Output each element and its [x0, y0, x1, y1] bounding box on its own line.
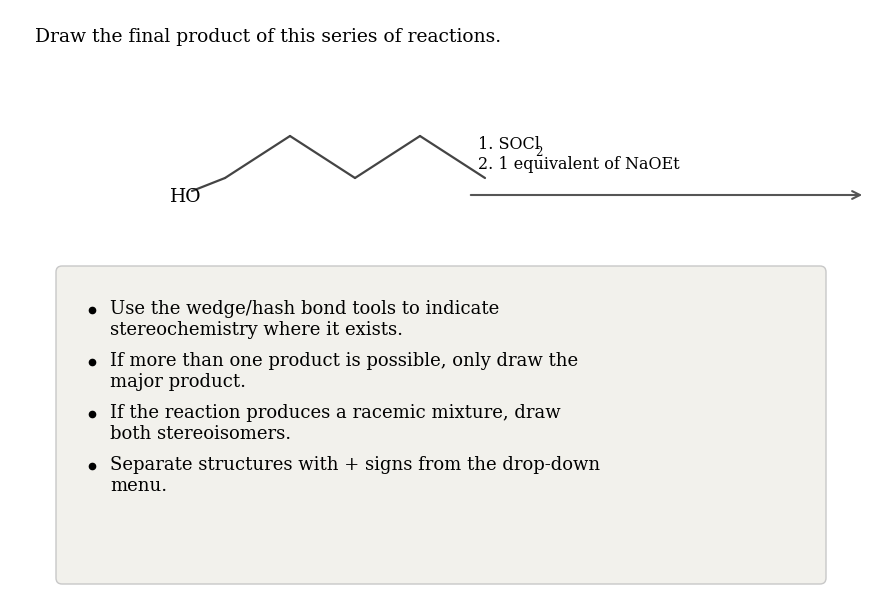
- Text: Separate structures with + signs from the drop-down: Separate structures with + signs from th…: [110, 456, 600, 474]
- Text: major product.: major product.: [110, 373, 246, 391]
- Text: If the reaction produces a racemic mixture, draw: If the reaction produces a racemic mixtu…: [110, 404, 560, 422]
- Text: If more than one product is possible, only draw the: If more than one product is possible, on…: [110, 352, 577, 370]
- Text: menu.: menu.: [110, 477, 167, 495]
- Text: 2: 2: [534, 146, 542, 159]
- Text: Use the wedge/hash bond tools to indicate: Use the wedge/hash bond tools to indicat…: [110, 300, 499, 318]
- Text: stereochemistry where it exists.: stereochemistry where it exists.: [110, 321, 403, 339]
- FancyBboxPatch shape: [56, 266, 825, 584]
- Text: both stereoisomers.: both stereoisomers.: [110, 425, 291, 443]
- Text: 2. 1 equivalent of NaOEt: 2. 1 equivalent of NaOEt: [477, 156, 679, 173]
- Text: HO: HO: [170, 188, 201, 206]
- Text: Draw the final product of this series of reactions.: Draw the final product of this series of…: [35, 28, 501, 46]
- Text: 1. SOCl: 1. SOCl: [477, 136, 539, 153]
